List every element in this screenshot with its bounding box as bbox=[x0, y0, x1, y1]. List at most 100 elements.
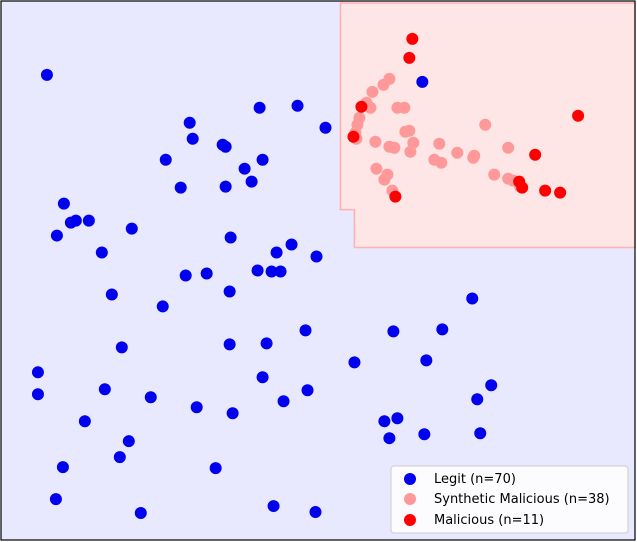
legit-point bbox=[115, 341, 128, 354]
malicious-point bbox=[406, 32, 419, 45]
legend-entry-legit: Legit (n=70) bbox=[404, 472, 516, 487]
synthetic-malicious-point bbox=[468, 149, 481, 162]
legit-point bbox=[209, 462, 222, 475]
legit-point bbox=[98, 383, 111, 396]
malicious-point bbox=[355, 100, 368, 113]
synthetic-malicious-point bbox=[388, 141, 401, 154]
legit-point bbox=[436, 323, 449, 336]
legit-point bbox=[224, 231, 237, 244]
legit-point bbox=[179, 269, 192, 282]
legit-point bbox=[471, 393, 484, 406]
legit-point bbox=[95, 246, 108, 259]
synthetic-malicious-point bbox=[369, 135, 382, 148]
legit-point bbox=[267, 500, 280, 513]
legend-entry-synthetic-malicious: Synthetic Malicious (n=38) bbox=[404, 492, 610, 507]
legend-box bbox=[390, 465, 629, 534]
legit-point bbox=[219, 140, 232, 153]
series-synthetic-malicious bbox=[349, 72, 527, 197]
legit-point bbox=[301, 384, 314, 397]
legit-point bbox=[144, 391, 157, 404]
synthetic-malicious-point bbox=[404, 145, 417, 158]
legit-point bbox=[319, 121, 332, 134]
legend-label-malicious: Malicious (n=11) bbox=[434, 513, 544, 528]
legit-point bbox=[277, 395, 290, 408]
legend-label-synthetic-malicious: Synthetic Malicious (n=38) bbox=[434, 492, 610, 507]
legit-point bbox=[253, 101, 266, 114]
synthetic-malicious-point bbox=[377, 78, 390, 91]
legit-point bbox=[226, 407, 239, 420]
legend-marker-legit bbox=[404, 473, 416, 485]
synthetic-malicious-point bbox=[366, 85, 379, 98]
legit-point bbox=[183, 116, 196, 129]
malicious-point bbox=[572, 109, 585, 122]
legit-point bbox=[245, 175, 258, 188]
legit-point bbox=[310, 250, 323, 263]
legend-marker-malicious bbox=[404, 514, 416, 526]
legit-point bbox=[82, 214, 95, 227]
legit-point bbox=[56, 461, 69, 474]
synthetic-malicious-point bbox=[378, 173, 391, 186]
legend-marker-synthetic-malicious bbox=[404, 493, 416, 505]
synthetic-malicious-point bbox=[398, 101, 411, 114]
legit-point bbox=[260, 337, 273, 350]
legit-point bbox=[274, 265, 287, 278]
legend-entry-malicious: Malicious (n=11) bbox=[404, 513, 544, 528]
legit-point bbox=[416, 75, 429, 88]
legit-point bbox=[156, 300, 169, 313]
legit-point bbox=[309, 506, 322, 519]
legit-point bbox=[265, 265, 278, 278]
legit-point bbox=[125, 222, 138, 235]
legit-point bbox=[219, 180, 232, 193]
synthetic-malicious-point bbox=[433, 137, 446, 150]
legit-point bbox=[78, 415, 91, 428]
synthetic-malicious-point bbox=[488, 168, 501, 181]
legit-point bbox=[378, 415, 391, 428]
legit-point bbox=[474, 427, 487, 440]
legit-point bbox=[186, 132, 199, 145]
legit-point bbox=[190, 401, 203, 414]
series-malicious bbox=[347, 32, 585, 203]
legit-point bbox=[420, 354, 433, 367]
legit-point bbox=[57, 197, 70, 210]
legit-point bbox=[223, 285, 236, 298]
legit-point bbox=[348, 356, 361, 369]
legit-point bbox=[50, 229, 63, 242]
legit-point bbox=[383, 432, 396, 445]
legit-point bbox=[31, 388, 44, 401]
legit-point bbox=[299, 324, 312, 337]
synthetic-malicious-point bbox=[370, 162, 383, 175]
malicious-point bbox=[516, 181, 529, 194]
malicious-point bbox=[389, 190, 402, 203]
legit-point bbox=[256, 371, 269, 384]
malicious-point bbox=[347, 130, 360, 143]
legit-point bbox=[174, 181, 187, 194]
legit-point bbox=[238, 162, 251, 175]
legit-point bbox=[105, 288, 118, 301]
synthetic-malicious-point bbox=[479, 118, 492, 131]
legit-point bbox=[200, 267, 213, 280]
legit-point bbox=[485, 379, 498, 392]
legit-point bbox=[391, 412, 404, 425]
legend: Legit (n=70) Synthetic Malicious (n=38) … bbox=[390, 465, 629, 534]
malicious-point bbox=[403, 51, 416, 64]
synthetic-malicious-point bbox=[435, 156, 448, 169]
series-legit bbox=[31, 68, 498, 520]
legit-point bbox=[122, 435, 135, 448]
malicious-point bbox=[539, 184, 552, 197]
synthetic-malicious-point bbox=[502, 141, 515, 154]
synthetic-malicious-point bbox=[364, 101, 377, 114]
legit-point bbox=[134, 507, 147, 520]
legit-point bbox=[159, 153, 172, 166]
legit-point bbox=[40, 68, 53, 81]
legit-point bbox=[418, 428, 431, 441]
legit-point bbox=[69, 214, 82, 227]
legit-point bbox=[223, 338, 236, 351]
legit-point bbox=[113, 451, 126, 464]
malicious-point bbox=[554, 186, 567, 199]
synthetic-malicious-point bbox=[403, 124, 416, 137]
synthetic-malicious-point bbox=[451, 146, 464, 159]
legit-point bbox=[251, 264, 264, 277]
